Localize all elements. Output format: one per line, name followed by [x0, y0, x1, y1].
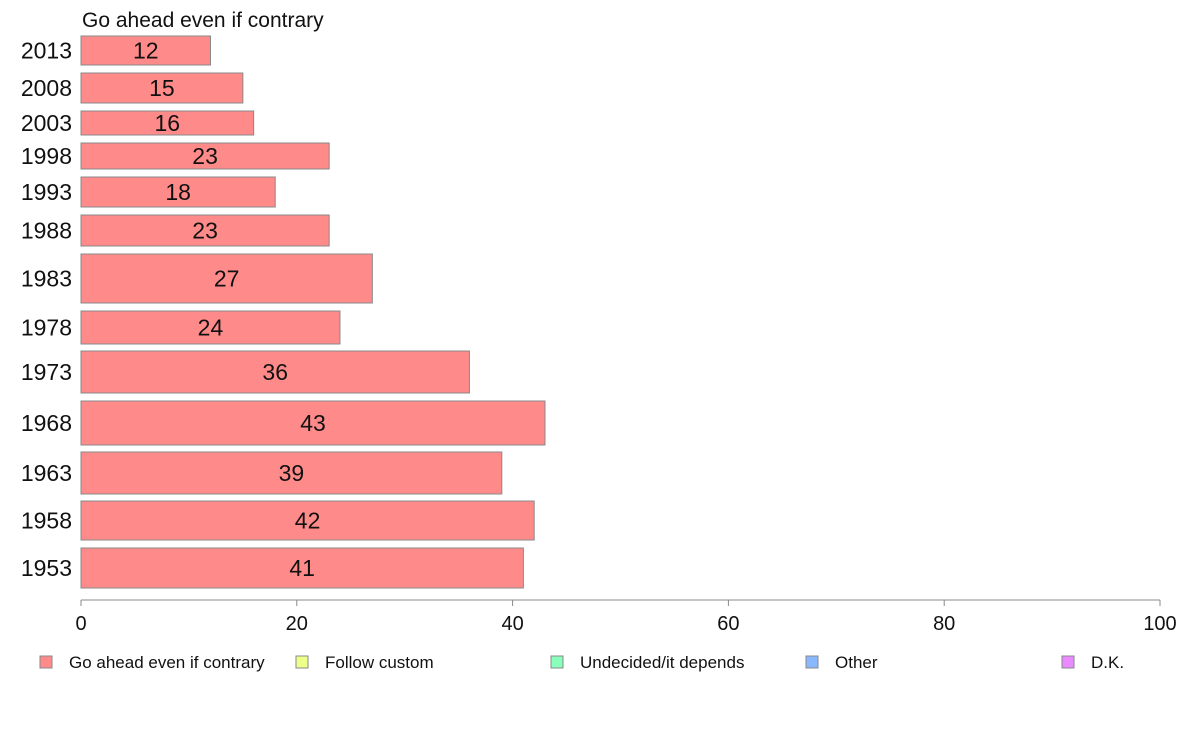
- category-label-1963: 1963: [21, 460, 72, 486]
- legend: Go ahead even if contrary Follow custom Un…: [39, 653, 1124, 672]
- data-label-1958: 42: [295, 508, 321, 534]
- category-label-2008: 2008: [21, 75, 72, 101]
- legend-label-undecided-it-depends: Undecided/it depends: [580, 653, 744, 672]
- x-axis: 0 20 40 60 80 100: [75, 599, 1177, 635]
- chart-title: Go ahead even if contrary: [82, 9, 324, 32]
- data-label-1993: 18: [165, 179, 191, 205]
- data-label-1968: 43: [300, 410, 326, 436]
- bars-group: 12 2013 15 2008 16 2003 23 1998 18 1993 23 1988 27 19…: [21, 35, 546, 589]
- data-label-1953: 41: [289, 555, 315, 581]
- data-label-1978: 24: [198, 315, 224, 341]
- x-tick-label-80: 80: [933, 613, 955, 635]
- legend-swatch-other: [805, 655, 819, 669]
- category-label-1973: 1973: [21, 359, 72, 385]
- category-label-1988: 1988: [21, 218, 72, 244]
- legend-swatch-follow-custom: [295, 655, 309, 669]
- data-label-2003: 16: [155, 110, 181, 136]
- bar-1968: [80, 400, 546, 446]
- data-label-1998: 23: [192, 143, 218, 169]
- legend-label-d-k: D.K.: [1091, 653, 1124, 672]
- x-tick-label-60: 60: [717, 613, 739, 635]
- category-label-1968: 1968: [21, 410, 72, 436]
- legend-swatch-go-ahead-even-if-contrary: [39, 655, 53, 669]
- legend-swatch-undecided-it-depends: [550, 655, 564, 669]
- legend-label-follow-custom: Follow custom: [325, 653, 434, 672]
- legend-label-go-ahead-even-if-contrary: Go ahead even if contrary: [69, 653, 265, 672]
- legend-label-other: Other: [835, 653, 878, 672]
- category-label-1993: 1993: [21, 179, 72, 205]
- bar-1963: [80, 451, 503, 495]
- category-label-2003: 2003: [21, 110, 72, 136]
- data-label-1988: 23: [192, 218, 218, 244]
- bar-1993: [80, 176, 276, 208]
- bar-1973: [80, 350, 470, 394]
- x-tick-label-20: 20: [286, 613, 308, 635]
- data-label-1973: 36: [262, 359, 288, 385]
- data-label-2013: 12: [133, 38, 159, 64]
- bar-2003: [80, 110, 255, 136]
- category-label-1998: 1998: [21, 143, 72, 169]
- x-tick-label-40: 40: [501, 613, 523, 635]
- bar-2013: [80, 35, 211, 66]
- bar-1998: [80, 142, 330, 170]
- category-label-1978: 1978: [21, 315, 72, 341]
- x-tick-label-100: 100: [1143, 613, 1176, 635]
- bar-1958: [80, 500, 535, 541]
- data-label-1983: 27: [214, 266, 240, 292]
- legend-swatch-d-k: [1061, 655, 1075, 669]
- data-label-2008: 15: [149, 75, 175, 101]
- category-label-1953: 1953: [21, 555, 72, 581]
- x-tick-label-0: 0: [75, 613, 86, 635]
- bar-1988: [80, 214, 330, 247]
- category-label-1983: 1983: [21, 266, 72, 292]
- bar-1983: [80, 253, 373, 304]
- data-label-1963: 39: [279, 460, 305, 486]
- bar-2008: [80, 72, 244, 104]
- bar-1953: [80, 547, 524, 589]
- category-label-1958: 1958: [21, 508, 72, 534]
- category-label-2013: 2013: [21, 38, 72, 64]
- bar-1978: [80, 310, 341, 345]
